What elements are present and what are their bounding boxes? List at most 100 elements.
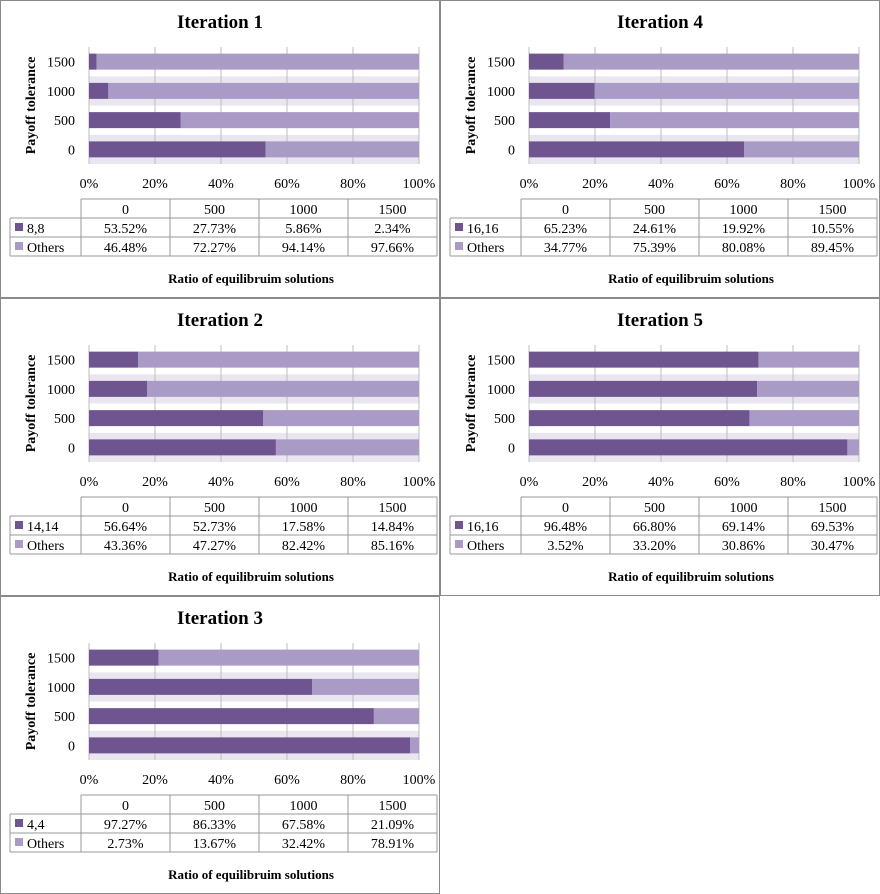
x-tick-label: 60% (714, 177, 740, 192)
y-axis-title: Payoff tolerance (464, 57, 479, 155)
table-header-cell: 500 (644, 203, 665, 218)
x-tick-label: 20% (582, 475, 608, 490)
y-tick-label: 500 (54, 412, 75, 427)
bar-segment (610, 112, 859, 129)
y-tick-label: 1000 (487, 383, 515, 398)
y-axis-title: Payoff tolerance (24, 355, 39, 453)
bar-segment (89, 380, 148, 397)
y-tick-label: 0 (68, 143, 75, 158)
legend-swatch (15, 819, 23, 827)
y-tick-label: 500 (54, 710, 75, 725)
bar-segment (529, 53, 564, 70)
bar-segment (529, 439, 848, 456)
data-label: 24.61% (633, 222, 677, 237)
chart-panel-iteration-3: Iteration 3 0 500 1000 1500 0% 20% 40% 60% 80% 100… (0, 596, 440, 894)
legend-label: Others (467, 241, 504, 256)
bar-segment (529, 410, 750, 427)
x-tick-label: 60% (714, 475, 740, 490)
y-tick-label: 1500 (47, 354, 75, 369)
legend-label: Others (27, 837, 64, 852)
chart-panel-iteration-4: Iteration 4 0 500 1000 1500 0% 20% 40% 60% 80% 100… (440, 0, 880, 298)
legend-swatch (455, 223, 463, 231)
x-tick-label: 0% (520, 177, 539, 192)
data-label: 75.39% (633, 241, 677, 256)
chart-svg: Iteration 4 0 500 1000 1500 0% 20% 40% 60% 80% 100… (449, 12, 878, 286)
y-tick-label: 0 (68, 441, 75, 456)
data-label: 17.58% (282, 520, 326, 535)
legend-label: Others (27, 539, 64, 554)
legend-swatch (455, 242, 463, 250)
x-tick-label: 20% (142, 475, 168, 490)
table-header-cell: 1500 (379, 203, 407, 218)
x-tick-label: 80% (340, 773, 366, 788)
y-tick-label: 1500 (47, 652, 75, 667)
x-tick-label: 0% (80, 475, 99, 490)
legend-swatch (15, 838, 23, 846)
bar-segment (529, 112, 611, 129)
x-tick-label: 0% (80, 773, 99, 788)
table-header-cell: 500 (204, 203, 225, 218)
data-label: 2.34% (374, 222, 411, 237)
x-tick-label: 80% (780, 177, 806, 192)
data-label: 2.73% (107, 837, 144, 852)
data-label: 10.55% (811, 222, 855, 237)
chart-panel-iteration-2: Iteration 2 0 500 1000 1500 0% 20% 40% 60% 80% 100… (0, 298, 440, 596)
data-label: 30.47% (811, 539, 855, 554)
data-label: 86.33% (193, 818, 237, 833)
data-label: 69.14% (722, 520, 766, 535)
table-header-cell: 0 (122, 203, 129, 218)
bar-segment (373, 708, 419, 725)
bar-segment (529, 141, 745, 158)
bar-segment (757, 380, 859, 397)
x-axis-title: Ratio of equilibruim solutions (168, 271, 334, 286)
table-header-cell: 1500 (379, 799, 407, 814)
data-label: 52.73% (193, 520, 237, 535)
y-tick-label: 0 (508, 441, 515, 456)
data-label: 30.86% (722, 539, 766, 554)
data-label: 78.91% (371, 837, 415, 852)
bar-segment (89, 141, 266, 158)
data-label: 3.52% (547, 539, 584, 554)
x-tick-label: 100% (403, 475, 436, 490)
legend-label: 14,14 (27, 520, 59, 535)
table-header-cell: 500 (204, 501, 225, 516)
bar-segment (744, 141, 859, 158)
legend-swatch (15, 521, 23, 529)
data-label: 96.48% (544, 520, 588, 535)
y-tick-label: 500 (494, 114, 515, 129)
x-tick-label: 60% (274, 177, 300, 192)
x-axis-title: Ratio of equilibruim solutions (608, 569, 774, 584)
y-tick-label: 1000 (47, 85, 75, 100)
bar-segment (108, 82, 419, 99)
legend-label: 16,16 (467, 520, 499, 535)
table-header-cell: 1000 (730, 203, 758, 218)
x-tick-label: 40% (208, 177, 234, 192)
chart-svg: Iteration 5 0 500 1000 1500 0% 20% 40% 60% 80% 100… (449, 310, 878, 584)
x-tick-label: 40% (208, 773, 234, 788)
y-tick-label: 500 (494, 412, 515, 427)
data-label: 89.45% (811, 241, 855, 256)
data-label: 85.16% (371, 539, 415, 554)
bar-segment (409, 737, 419, 754)
bar-segment (265, 141, 419, 158)
data-label: 56.64% (104, 520, 148, 535)
x-tick-label: 80% (340, 475, 366, 490)
bar-segment (749, 410, 859, 427)
y-tick-label: 1000 (487, 85, 515, 100)
x-tick-label: 80% (340, 177, 366, 192)
data-label: 34.77% (544, 241, 588, 256)
bar-segment (89, 53, 97, 70)
bar-segment (563, 53, 859, 70)
data-label: 72.27% (193, 241, 237, 256)
x-tick-label: 40% (208, 475, 234, 490)
bar-segment (594, 82, 859, 99)
bar-segment (137, 351, 420, 368)
data-label: 65.23% (544, 222, 588, 237)
bar-segment (312, 678, 419, 695)
bar-segment (758, 351, 859, 368)
bar-segment (147, 380, 419, 397)
table-header-cell: 1000 (290, 799, 318, 814)
table-header-cell: 1000 (290, 203, 318, 218)
y-tick-label: 1500 (47, 56, 75, 71)
